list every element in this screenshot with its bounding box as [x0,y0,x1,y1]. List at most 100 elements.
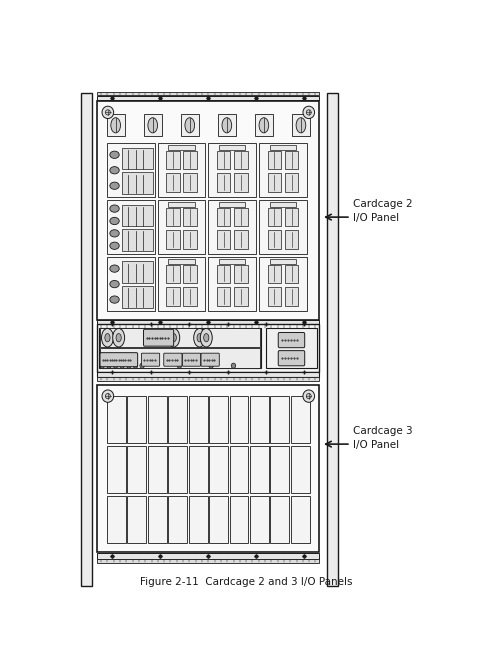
Bar [208,200,255,254]
Bar [107,257,154,311]
Ellipse shape [147,118,157,133]
Bar [107,446,125,493]
Bar [107,496,125,543]
Ellipse shape [109,281,119,287]
Ellipse shape [171,334,176,342]
Bar [168,446,187,493]
Bar [127,496,146,543]
Ellipse shape [177,363,181,369]
Bar [234,230,247,249]
Bar [269,259,296,263]
Bar [99,328,261,369]
Ellipse shape [102,390,113,402]
Bar [208,257,255,311]
FancyBboxPatch shape [201,353,219,366]
Ellipse shape [133,363,137,369]
Bar [270,396,289,443]
Bar [127,446,146,493]
Text: Cardcage 2
I/O Panel: Cardcage 2 I/O Panel [353,199,412,222]
Ellipse shape [105,334,110,342]
Bar [122,261,152,283]
Bar [216,265,230,283]
Bar [284,287,298,306]
Bar [188,446,207,493]
Ellipse shape [105,110,110,115]
Bar [217,115,235,136]
Ellipse shape [105,393,110,399]
Bar [122,286,152,308]
Bar [97,96,319,100]
Ellipse shape [109,151,119,158]
Bar [127,396,146,443]
Bar [100,328,260,347]
Bar [216,208,230,226]
Ellipse shape [193,328,205,347]
Bar [250,396,268,443]
Bar [188,496,207,543]
Bar [229,496,248,543]
Ellipse shape [185,118,194,133]
Ellipse shape [302,390,314,402]
Ellipse shape [109,265,119,272]
Bar [97,377,319,381]
FancyBboxPatch shape [143,329,173,346]
Bar [97,385,319,553]
Bar [97,324,319,328]
Bar [122,204,152,226]
Bar [97,101,319,320]
Ellipse shape [306,110,311,115]
Bar [180,115,198,136]
Bar [183,208,196,226]
Bar [216,230,230,249]
Bar [168,496,187,543]
Ellipse shape [101,328,113,347]
Ellipse shape [109,205,119,212]
Ellipse shape [296,118,305,133]
Ellipse shape [231,363,235,369]
Bar [229,396,248,443]
Bar [284,174,298,192]
Ellipse shape [120,363,124,369]
Bar [234,287,247,306]
Bar [269,202,296,206]
Bar [265,328,316,369]
Bar [157,200,205,254]
Bar [97,320,319,324]
Ellipse shape [109,296,119,304]
Bar [267,151,280,170]
Bar [267,265,280,283]
FancyBboxPatch shape [277,350,304,366]
FancyBboxPatch shape [100,352,137,366]
Bar [259,257,306,311]
Text: Cardcage 3
I/O Panel: Cardcage 3 I/O Panel [353,426,412,450]
Bar [81,93,92,586]
Bar [270,496,289,543]
FancyBboxPatch shape [277,332,304,348]
Bar [269,145,296,149]
Ellipse shape [109,242,119,249]
Bar [183,151,196,170]
Bar [97,559,319,563]
Bar [166,151,179,170]
Bar [157,257,205,311]
Bar [291,115,309,136]
Ellipse shape [116,334,121,342]
Bar [166,287,179,306]
Bar [267,208,280,226]
Bar [218,145,245,149]
Ellipse shape [107,363,111,369]
Ellipse shape [110,118,120,133]
Bar [270,446,289,493]
Bar [122,172,152,194]
Bar [234,151,247,170]
Bar [166,208,179,226]
Bar [218,259,245,263]
Bar [250,496,268,543]
Ellipse shape [109,167,119,174]
Bar [284,208,298,226]
Ellipse shape [113,363,118,369]
Bar [209,396,228,443]
Bar [144,115,161,136]
Bar [259,143,306,197]
Bar [183,287,196,306]
